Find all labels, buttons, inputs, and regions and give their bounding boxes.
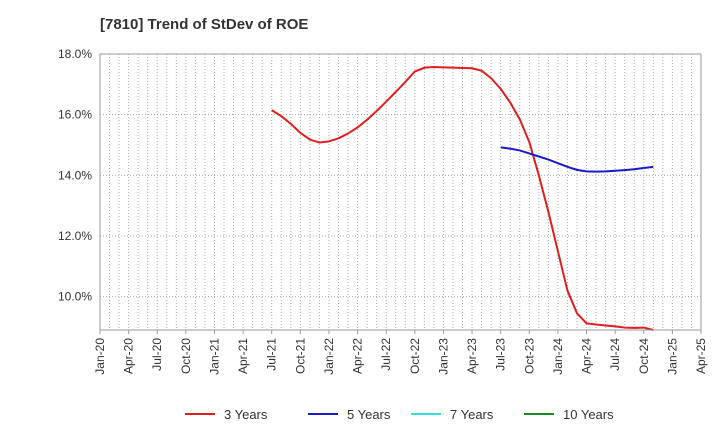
x-tick-label: Jul-22 (379, 338, 393, 371)
plot-frame (99, 53, 702, 331)
x-tick-label: Jan-22 (322, 338, 336, 375)
plot-series (271, 66, 654, 331)
x-tick-label: Jan-25 (665, 338, 679, 375)
x-tick-label: Jan-24 (551, 338, 565, 375)
y-tick-label: 10.0% (58, 290, 92, 304)
chart-title: [7810] Trend of StDev of ROE (100, 16, 308, 33)
x-tick-label: Apr-23 (465, 338, 479, 374)
legend-label-7-years: 7 Years (450, 407, 494, 422)
x-tick-label: Apr-24 (580, 338, 594, 374)
x-tick-label: Jan-20 (93, 338, 107, 375)
x-tick-label: Jul-23 (494, 338, 508, 371)
x-tick-label: Jul-20 (150, 338, 164, 371)
x-tick-label: Jan-23 (436, 338, 450, 375)
x-tick-label: Oct-21 (293, 338, 307, 374)
y-tick-label: 18.0% (58, 47, 92, 61)
x-tick-label: Apr-22 (351, 338, 365, 374)
series-line-3-years (271, 66, 654, 331)
legend-label-5-years: 5 Years (347, 407, 391, 422)
x-tick-label: Oct-20 (179, 338, 193, 374)
x-tick-label: Jul-24 (608, 338, 622, 371)
x-axis: Jan-20 Apr-20 Jul-20 Oct-20 Jan-21 Apr-21 Jul-… (93, 330, 708, 375)
x-tick-label: Apr-25 (694, 338, 708, 374)
y-axis: 10.0% 12.0% 14.0% 16.0% 18.0% (58, 47, 92, 304)
legend-label-10-years: 10 Years (563, 407, 614, 422)
series-line-5-years (500, 146, 654, 173)
y-tick-label: 14.0% (58, 168, 92, 182)
legend: 3 Years 5 Years 7 Years 10 Years (185, 407, 614, 422)
y-tick-label: 16.0% (58, 108, 92, 122)
x-tick-label: Apr-21 (236, 338, 250, 374)
x-tick-label: Oct-24 (637, 338, 651, 374)
legend-label-3-years: 3 Years (224, 407, 268, 422)
y-tick-label: 12.0% (58, 229, 92, 243)
x-tick-label: Jul-21 (265, 338, 279, 371)
x-tick-label: Oct-22 (408, 338, 422, 374)
grid (100, 53, 701, 330)
x-tick-label: Apr-20 (122, 338, 136, 374)
x-tick-label: Oct-23 (522, 338, 536, 374)
x-tick-label: Jan-21 (207, 338, 221, 375)
